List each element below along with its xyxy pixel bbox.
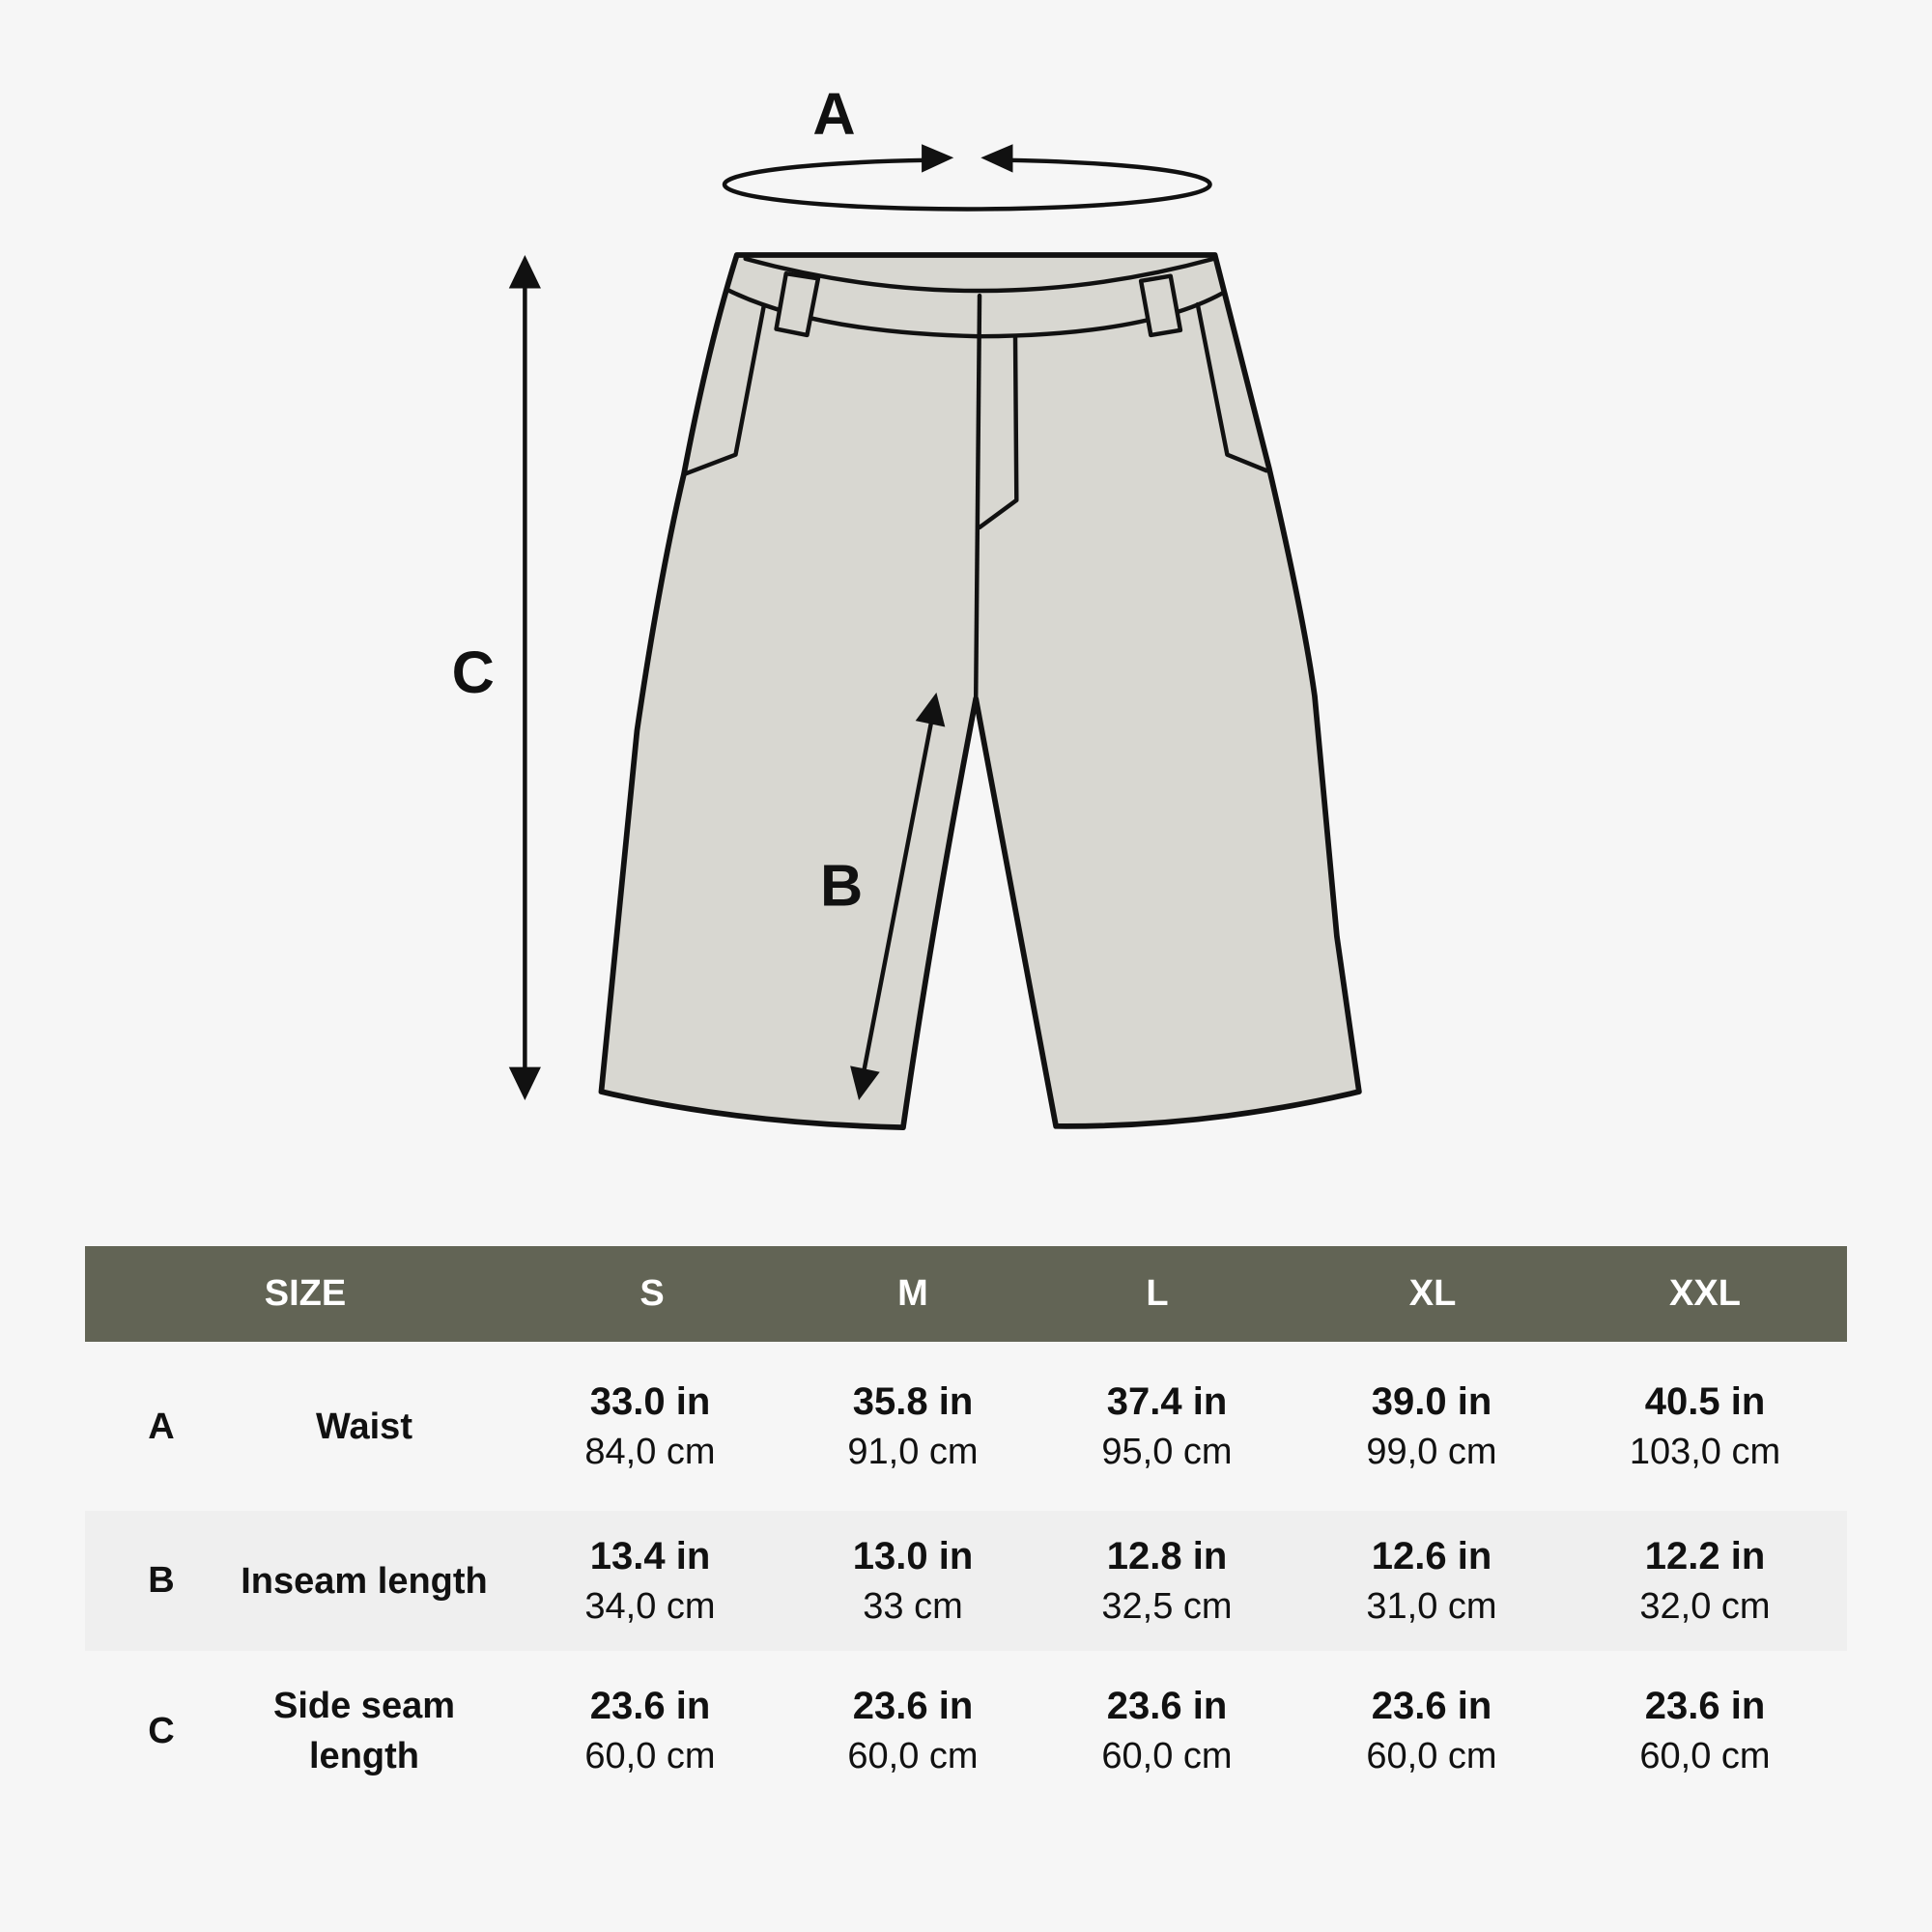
header-xxl: XXL [1669,1273,1741,1314]
shorts-outline [598,252,1362,1130]
value-in: 12.2 in [1644,1534,1766,1577]
label-b: B [820,853,863,919]
table-row: A Waist 33.0 in 84,0 cm 35.8 in 91,0 cm 37… [85,1343,1847,1511]
value-cell: 12.2 in 32,0 cm [1639,1531,1770,1632]
value-in: 12.6 in [1371,1534,1492,1577]
value-cm: 84,0 cm [584,1432,716,1472]
value-cell: 35.8 in 91,0 cm [847,1377,978,1477]
row-name: Side seam length [273,1681,455,1781]
value-in: 23.6 in [1644,1685,1766,1727]
value-cell: 37.4 in 95,0 cm [1101,1377,1232,1477]
header-size: SIZE [264,1273,347,1314]
header-m: M [897,1273,928,1314]
value-cm: 60,0 cm [1101,1736,1233,1776]
header-s: S [639,1273,665,1314]
value-cm: 99,0 cm [1366,1432,1497,1472]
value-in: 33.0 in [589,1380,711,1423]
value-cm: 91,0 cm [847,1432,979,1472]
value-in: 23.6 in [852,1685,974,1727]
value-cm: 60,0 cm [1366,1736,1497,1776]
waistband-top [743,256,1216,294]
value-cm: 33 cm [863,1585,963,1627]
value-cm: 32,0 cm [1639,1585,1771,1627]
table-row: B Inseam length 13.4 in 34,0 cm 13.0 in 33… [85,1511,1847,1651]
value-in: 23.6 in [1371,1685,1492,1727]
value-cm: 31,0 cm [1366,1585,1497,1627]
arrowhead-left-icon [980,144,1013,173]
value-cell: 13.0 in 33 cm [853,1531,974,1632]
label-a: A [812,81,855,147]
row-letter: B [148,1560,175,1601]
value-in: 13.0 in [852,1534,974,1577]
value-in: 12.8 in [1106,1534,1228,1577]
value-cell: 23.6 in 60,0 cm [584,1681,715,1781]
arrowhead-down-icon [508,1066,541,1101]
row-name: Waist [316,1406,412,1447]
belt-loop-left [774,270,821,338]
row-letter: A [148,1406,175,1447]
fly-stitch [977,335,1019,530]
value-in: 39.0 in [1371,1380,1492,1423]
value-cm: 60,0 cm [847,1736,979,1776]
arrowhead-right-icon [922,144,954,173]
belt-loop-right [1138,273,1183,338]
value-in: 40.5 in [1644,1380,1766,1423]
arrowhead-up-icon [508,255,541,289]
value-cell: 23.6 in 60,0 cm [1101,1681,1232,1781]
size-chart-table: SIZE S M L XL XXL A Waist 33.0 in 84,0 cm… [85,1246,1847,1811]
table-row: C Side seam length 23.6 in 60,0 cm 23.6 in… [85,1651,1847,1811]
header-l: L [1146,1273,1169,1314]
label-c: C [452,639,495,705]
value-cm: 95,0 cm [1101,1432,1233,1472]
value-cell: 12.8 in 32,5 cm [1101,1531,1232,1632]
value-cell: 12.6 in 31,0 cm [1366,1531,1496,1632]
table-header: SIZE S M L XL XXL [85,1246,1847,1342]
arrowhead-up-icon [915,692,946,727]
value-cm: 103,0 cm [1629,1432,1781,1472]
row-name: Inseam length [241,1560,488,1602]
value-cell: 23.6 in 60,0 cm [1366,1681,1496,1781]
pocket-left [681,303,767,477]
header-xl: XL [1408,1273,1457,1314]
center-seam [973,293,982,701]
arrowhead-down-icon [850,1065,880,1101]
value-cm: 34,0 cm [584,1585,716,1627]
value-cm: 60,0 cm [1639,1736,1771,1776]
row-name-line: Side seam [273,1686,455,1726]
value-cell: 33.0 in 84,0 cm [584,1377,715,1477]
value-in: 35.8 in [852,1380,974,1423]
value-cm: 60,0 cm [584,1736,716,1776]
value-cell: 39.0 in 99,0 cm [1366,1377,1496,1477]
waist-ellipse-arrow [722,157,1212,212]
value-cell: 40.5 in 103,0 cm [1630,1377,1780,1477]
value-in: 13.4 in [589,1534,711,1577]
row-name-line: length [309,1736,419,1776]
value-in: 23.6 in [589,1685,711,1727]
pocket-right [1195,301,1269,473]
value-in: 23.6 in [1106,1685,1228,1727]
row-letter: C [148,1710,175,1751]
value-in: 37.4 in [1106,1380,1228,1423]
value-cell: 13.4 in 34,0 cm [584,1531,715,1632]
value-cell: 23.6 in 60,0 cm [847,1681,978,1781]
shorts-measurement-diagram: A C B [452,81,1362,1130]
value-cell: 23.6 in 60,0 cm [1639,1681,1770,1781]
inseam-arrow-line [861,718,934,1074]
value-cm: 32,5 cm [1101,1585,1233,1627]
